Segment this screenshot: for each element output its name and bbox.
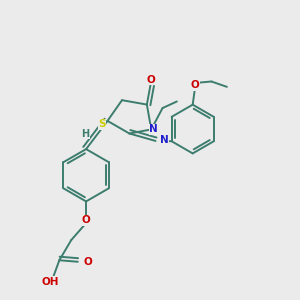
Text: O: O (82, 215, 91, 225)
Text: H: H (81, 128, 90, 139)
Text: S: S (98, 119, 106, 129)
Text: O: O (191, 80, 200, 90)
Text: O: O (83, 257, 92, 267)
Text: O: O (146, 75, 155, 85)
Text: OH: OH (42, 277, 59, 287)
Text: N: N (149, 124, 158, 134)
Text: N: N (160, 135, 169, 145)
